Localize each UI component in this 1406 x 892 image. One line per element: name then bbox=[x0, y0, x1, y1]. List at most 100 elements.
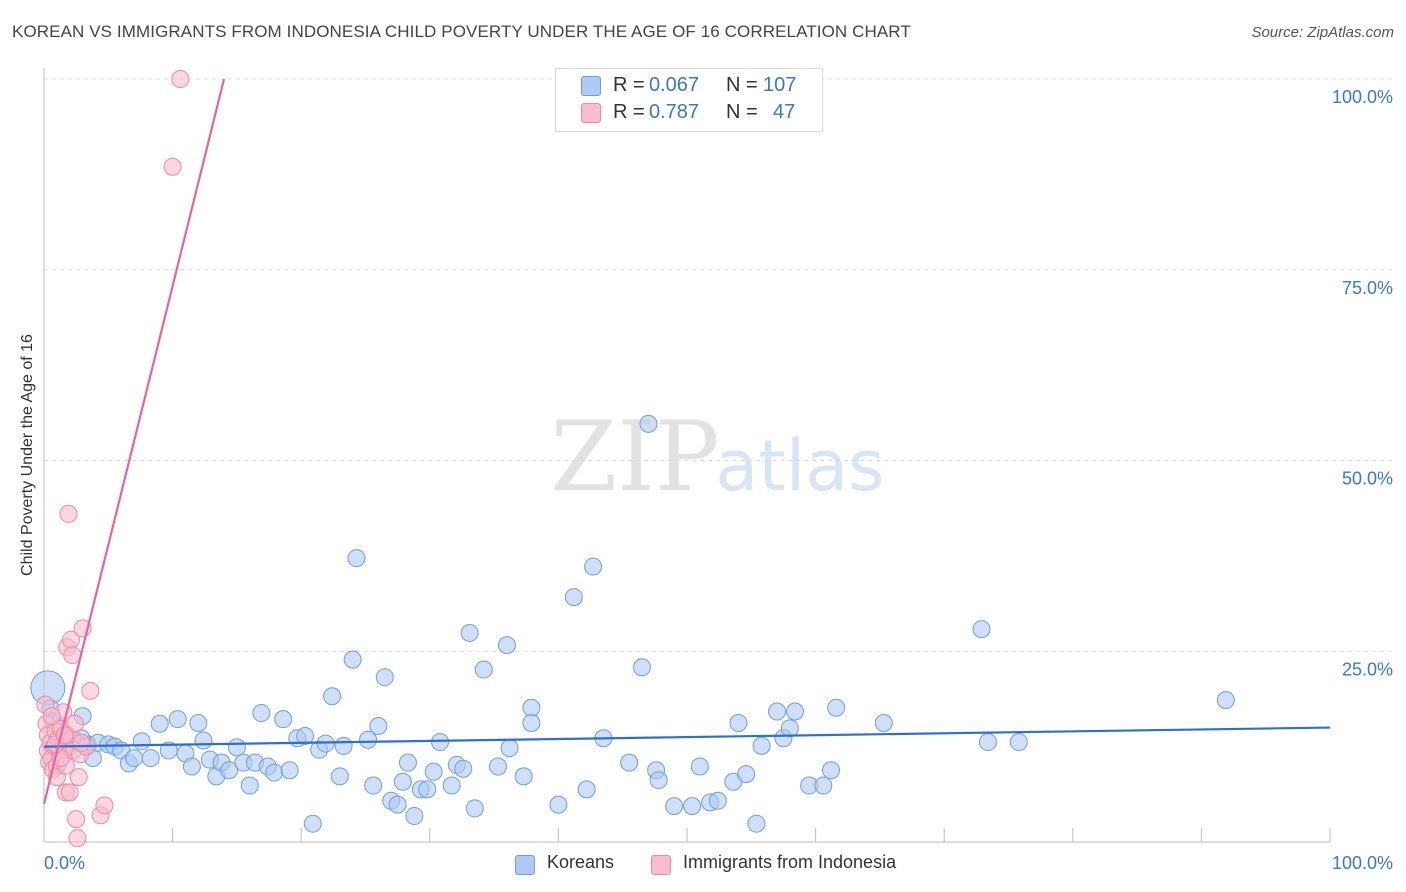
koreans-point bbox=[522, 698, 541, 717]
koreans-point bbox=[431, 733, 450, 752]
y-tick-label: 25.0% bbox=[1342, 659, 1393, 679]
koreans-point bbox=[141, 749, 160, 768]
koreans-point bbox=[584, 557, 603, 576]
x-tick-label-max: 100.0% bbox=[1332, 853, 1393, 873]
indonesia-n-label: N = bbox=[726, 101, 758, 123]
watermark-atlas: atlas bbox=[715, 425, 884, 507]
koreans-point bbox=[303, 814, 322, 833]
koreans-point bbox=[424, 762, 443, 781]
koreans-points bbox=[30, 414, 1235, 833]
koreans-point bbox=[639, 414, 658, 433]
koreans-point bbox=[814, 776, 833, 795]
koreans-point bbox=[150, 714, 169, 733]
indonesia-point bbox=[67, 810, 86, 829]
koreans-point bbox=[388, 795, 407, 814]
indonesia-point bbox=[63, 646, 82, 665]
koreans-point bbox=[752, 736, 771, 755]
koreans-n-value: 107 bbox=[763, 74, 797, 96]
x-tick-label-min: 0.0% bbox=[44, 853, 85, 873]
indonesia-point bbox=[163, 157, 182, 176]
indonesia-point bbox=[95, 796, 114, 815]
koreans-point bbox=[488, 757, 507, 776]
koreans-point bbox=[737, 765, 756, 784]
source-credit: Source: ZipAtlas.com bbox=[1251, 24, 1394, 41]
koreans-point bbox=[564, 588, 583, 607]
bottom-indonesia-label: Immigrants from Indonesia bbox=[683, 852, 897, 872]
koreans-point bbox=[665, 797, 684, 816]
chart-title: KOREAN VS IMMIGRANTS FROM INDONESIA CHIL… bbox=[12, 22, 911, 41]
koreans-point bbox=[577, 780, 596, 799]
indonesia-r-value: 0.787 bbox=[649, 101, 700, 123]
koreans-point bbox=[189, 713, 208, 732]
y-tick-label: 100.0% bbox=[1332, 87, 1393, 107]
koreans-point bbox=[296, 726, 315, 745]
koreans-point bbox=[522, 713, 541, 732]
indonesia-point bbox=[65, 714, 84, 733]
koreans-point bbox=[323, 687, 342, 706]
koreans-point bbox=[252, 704, 271, 723]
koreans-point bbox=[649, 771, 668, 790]
indonesia-trendline bbox=[42, 78, 226, 805]
koreans-point bbox=[369, 717, 388, 736]
koreans-point bbox=[874, 713, 893, 732]
koreans-point bbox=[780, 719, 799, 738]
koreans-point bbox=[398, 753, 417, 772]
koreans-point bbox=[240, 776, 259, 795]
koreans-point bbox=[280, 761, 299, 780]
koreans-point bbox=[375, 668, 394, 687]
koreans-point bbox=[405, 807, 424, 826]
koreans-swatch bbox=[581, 76, 601, 96]
koreans-point bbox=[620, 753, 639, 772]
koreans-point bbox=[827, 698, 846, 717]
koreans-point bbox=[1216, 691, 1235, 710]
indonesia-point bbox=[69, 768, 88, 787]
indonesia-point bbox=[81, 681, 100, 700]
indonesia-point bbox=[171, 70, 190, 88]
koreans-point bbox=[497, 636, 516, 655]
y-tick-label: 75.0% bbox=[1342, 278, 1393, 298]
koreans-point bbox=[786, 702, 805, 721]
bottom-koreans-label: Koreans bbox=[547, 852, 615, 872]
koreans-n-label: N = bbox=[726, 74, 758, 96]
koreans-point bbox=[549, 795, 568, 814]
watermark-zip: ZIP bbox=[550, 401, 719, 513]
koreans-point bbox=[393, 772, 412, 791]
indonesia-point bbox=[59, 504, 78, 523]
koreans-point bbox=[768, 702, 787, 721]
indonesia-point bbox=[60, 783, 79, 802]
koreans-point bbox=[454, 759, 473, 778]
indonesia-points bbox=[36, 70, 190, 848]
bottom-indonesia-swatch bbox=[651, 855, 671, 875]
grid-lines bbox=[44, 78, 1393, 652]
koreans-point bbox=[418, 780, 437, 799]
koreans-point bbox=[330, 767, 349, 786]
koreans-point bbox=[182, 757, 201, 776]
indonesia-point bbox=[68, 829, 87, 848]
koreans-point bbox=[227, 738, 246, 757]
koreans-point bbox=[442, 776, 461, 795]
koreans-point bbox=[500, 739, 519, 758]
koreans-point bbox=[364, 776, 383, 795]
koreans-point bbox=[343, 650, 362, 669]
koreans-r-label: R = bbox=[613, 74, 645, 96]
koreans-point bbox=[359, 730, 378, 749]
koreans-point bbox=[132, 732, 151, 751]
bottom-koreans-swatch bbox=[515, 855, 535, 875]
koreans-point bbox=[347, 549, 366, 568]
koreans-point bbox=[334, 736, 353, 755]
koreans-point bbox=[194, 731, 213, 750]
koreans-point bbox=[125, 749, 144, 768]
koreans-point bbox=[514, 767, 533, 786]
koreans-point bbox=[972, 620, 991, 639]
koreans-point bbox=[220, 761, 239, 780]
indonesia-point bbox=[72, 733, 91, 752]
stats-legend: R = 0.067 N = 107 R = 0.787 N = 47 bbox=[555, 68, 823, 132]
koreans-point bbox=[683, 797, 702, 816]
koreans-point bbox=[465, 799, 484, 818]
koreans-point bbox=[274, 710, 293, 729]
koreans-point bbox=[632, 658, 651, 677]
koreans-point bbox=[978, 733, 997, 752]
koreans-point bbox=[1009, 733, 1028, 752]
indonesia-r-label: R = bbox=[613, 101, 645, 123]
